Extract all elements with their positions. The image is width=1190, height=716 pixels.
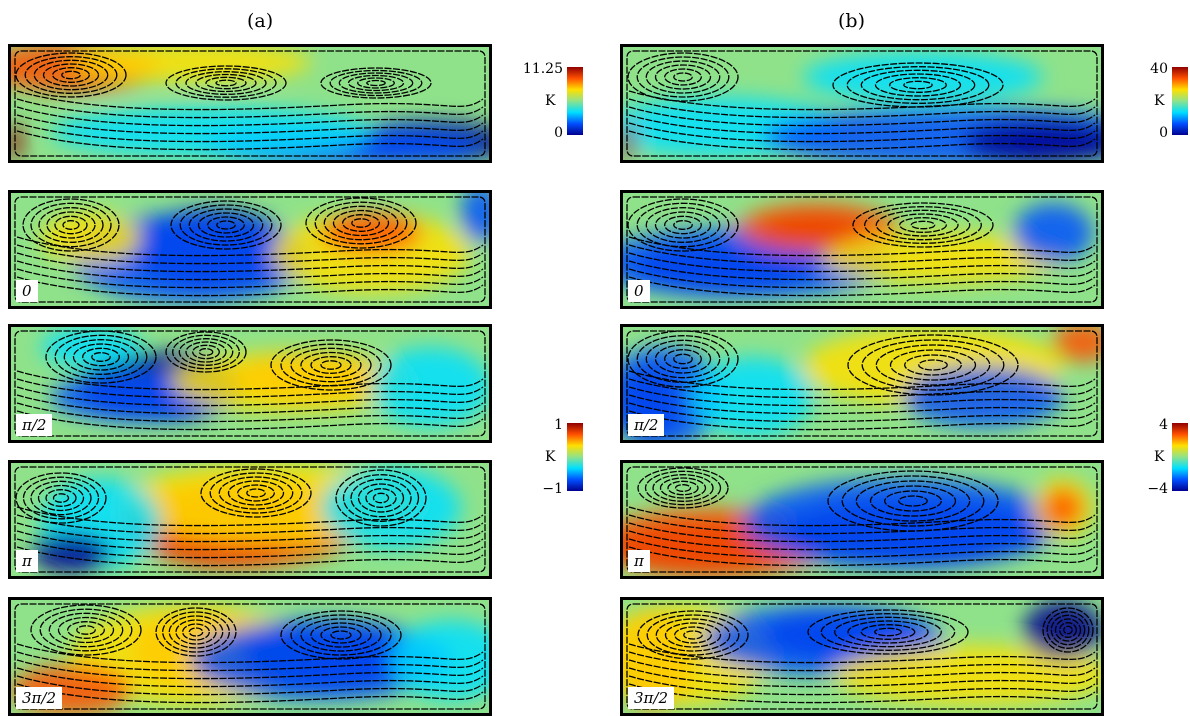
panel-a-phase-pi-half: π/2 [8, 324, 492, 443]
colorbar-b-mean-max: 40 [1150, 61, 1168, 77]
colorbar-b-fluct-unit: K [1154, 449, 1165, 465]
phase-label: π [16, 550, 38, 572]
field-plot [11, 193, 489, 306]
phase-label: 0 [16, 280, 38, 302]
field-plot [623, 463, 1101, 576]
field-plot [11, 463, 489, 576]
colorbar-a-fluct-unit: K [545, 449, 556, 465]
column-a-title: (a) [247, 10, 274, 32]
colorbar-b-fluct-min: −4 [1147, 481, 1168, 497]
colorbar-a-mean [567, 67, 583, 135]
panel-b-phase-0: 0 [620, 190, 1104, 309]
colorbar-b-mean [1172, 67, 1188, 135]
phase-label: π/2 [628, 414, 665, 436]
panel-b-phase-pi-half: π/2 [620, 324, 1104, 443]
phase-label: 0 [628, 280, 650, 302]
panel-a-mean [8, 44, 492, 163]
colorbar-a-fluct-max: 1 [554, 417, 563, 433]
colorbar-a-fluct [567, 423, 583, 491]
panel-b-mean [620, 44, 1104, 163]
field-plot [11, 600, 489, 713]
colorbar-b-mean-min: 0 [1159, 125, 1168, 141]
field-plot [623, 47, 1101, 160]
colorbar-b-mean-unit: K [1154, 93, 1165, 109]
field-plot [623, 327, 1101, 440]
panel-a-phase-pi: π [8, 460, 492, 579]
colorbar-a-fluct-min: −1 [542, 481, 563, 497]
phase-label: 3π/2 [16, 687, 62, 709]
field-plot [623, 193, 1101, 306]
column-b-title: (b) [838, 10, 865, 32]
field-plot [11, 47, 489, 160]
colorbar-b-fluct [1172, 423, 1188, 491]
colorbar-a-mean-unit: K [545, 93, 556, 109]
panel-b-phase-pi: π [620, 460, 1104, 579]
colorbar-b-fluct-max: 4 [1159, 417, 1168, 433]
panel-b-phase-3pi-half: 3π/2 [620, 597, 1104, 716]
field-plot [623, 600, 1101, 713]
phase-label: π/2 [16, 414, 53, 436]
field-plot [11, 327, 489, 440]
panel-a-phase-0: 0 [8, 190, 492, 309]
phase-label: 3π/2 [628, 687, 674, 709]
colorbar-a-mean-min: 0 [554, 125, 563, 141]
colorbar-a-mean-max: 11.25 [522, 61, 563, 77]
panel-a-phase-3pi-half: 3π/2 [8, 597, 492, 716]
phase-label: π [628, 550, 650, 572]
